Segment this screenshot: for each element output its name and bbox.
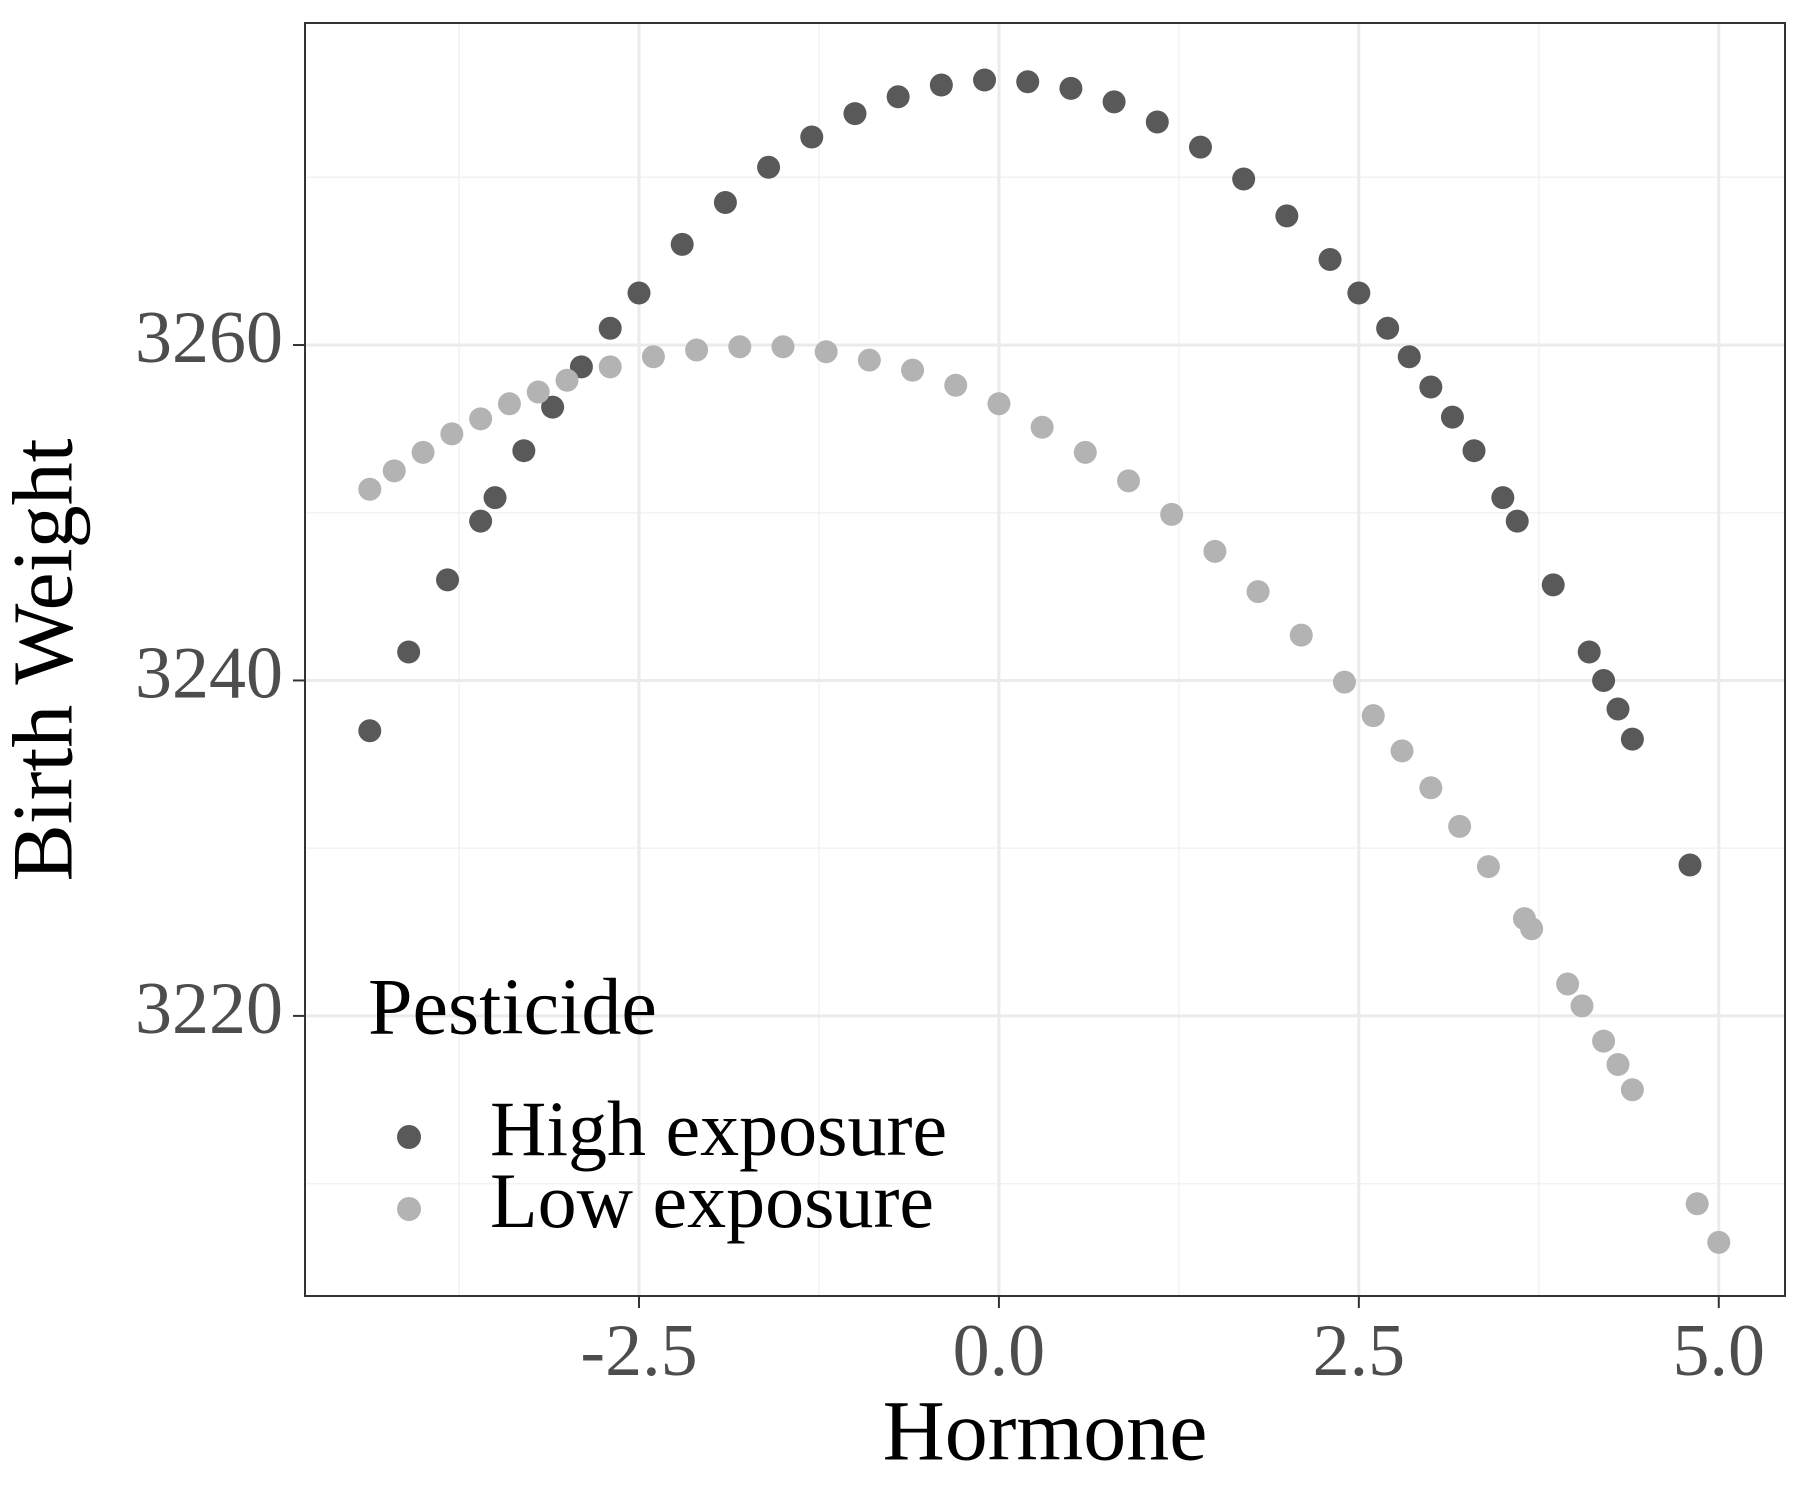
point	[1275, 204, 1299, 228]
point	[1520, 917, 1544, 941]
point	[973, 68, 997, 92]
point	[469, 407, 493, 431]
point	[1440, 405, 1464, 429]
point	[771, 335, 795, 359]
x-tick-label: -2.5	[580, 1310, 697, 1392]
point	[814, 340, 838, 364]
point	[929, 73, 953, 97]
point	[1476, 855, 1500, 879]
point	[1592, 668, 1616, 692]
point	[1606, 697, 1630, 721]
legend-marker	[397, 1197, 421, 1221]
point	[469, 509, 493, 533]
point	[497, 392, 521, 416]
point	[1570, 994, 1594, 1018]
point	[857, 348, 881, 372]
x-axis-title: Hormone	[883, 1383, 1208, 1479]
point	[800, 125, 824, 149]
point	[944, 373, 968, 397]
point	[541, 395, 565, 419]
point	[358, 477, 382, 501]
point	[1160, 502, 1184, 526]
y-axis-title: Birth Weight	[0, 438, 91, 881]
y-tick-label: 3260	[135, 297, 283, 379]
point	[1030, 415, 1054, 439]
point	[1376, 316, 1400, 340]
panel-border	[304, 22, 1786, 1297]
marks	[358, 68, 1731, 1254]
legend-label: Low exposure	[490, 1157, 934, 1244]
point	[1016, 70, 1040, 94]
point	[1577, 640, 1601, 664]
legend-marker	[397, 1125, 421, 1149]
x-tick-label: 0.0	[953, 1310, 1046, 1392]
y-tick-label: 3220	[135, 968, 283, 1050]
point	[598, 355, 622, 379]
point	[1390, 739, 1414, 763]
point	[483, 486, 507, 510]
point	[1232, 167, 1256, 191]
point	[1448, 814, 1472, 838]
point	[1397, 345, 1421, 369]
point	[1606, 1053, 1630, 1077]
point	[1505, 509, 1529, 533]
x-tick-label: 2.5	[1313, 1310, 1406, 1392]
point	[1073, 440, 1097, 464]
legend-label: High exposure	[490, 1085, 947, 1172]
point	[1332, 670, 1356, 694]
point	[526, 380, 550, 404]
point	[1347, 281, 1371, 305]
point	[1541, 573, 1565, 597]
point	[987, 392, 1011, 416]
point	[1620, 1078, 1644, 1102]
point	[685, 338, 709, 362]
point	[411, 440, 435, 464]
point	[1289, 623, 1313, 647]
point	[358, 719, 382, 743]
point	[382, 459, 406, 483]
point	[886, 85, 910, 109]
point	[1203, 539, 1227, 563]
legend-title: Pesticide	[368, 963, 657, 1051]
point	[569, 355, 593, 379]
point	[757, 155, 781, 179]
point	[1059, 76, 1083, 100]
point	[1246, 580, 1270, 604]
point	[901, 358, 925, 382]
point	[1556, 972, 1580, 996]
point	[598, 316, 622, 340]
x-tick-label: 5.0	[1673, 1310, 1766, 1392]
point	[1145, 110, 1169, 134]
point	[1592, 1029, 1616, 1053]
point	[1491, 486, 1515, 510]
point	[627, 281, 651, 305]
point	[1678, 853, 1702, 877]
point	[1707, 1230, 1731, 1254]
point	[1117, 469, 1141, 493]
point	[440, 422, 464, 446]
point	[670, 232, 694, 256]
point	[1419, 375, 1443, 399]
point	[1462, 439, 1486, 463]
point	[1102, 90, 1126, 114]
point	[1419, 776, 1443, 800]
y-tick-label: 3240	[135, 632, 283, 714]
point	[1318, 247, 1342, 271]
point	[436, 568, 460, 592]
grid	[305, 23, 1785, 1296]
point	[728, 335, 752, 359]
point	[843, 102, 867, 126]
point	[1685, 1192, 1709, 1216]
point	[1361, 704, 1385, 728]
point	[397, 640, 421, 664]
point	[512, 439, 536, 463]
point	[555, 368, 579, 392]
point	[641, 345, 665, 369]
point	[713, 190, 737, 214]
point	[1188, 135, 1212, 159]
point	[1620, 727, 1644, 751]
